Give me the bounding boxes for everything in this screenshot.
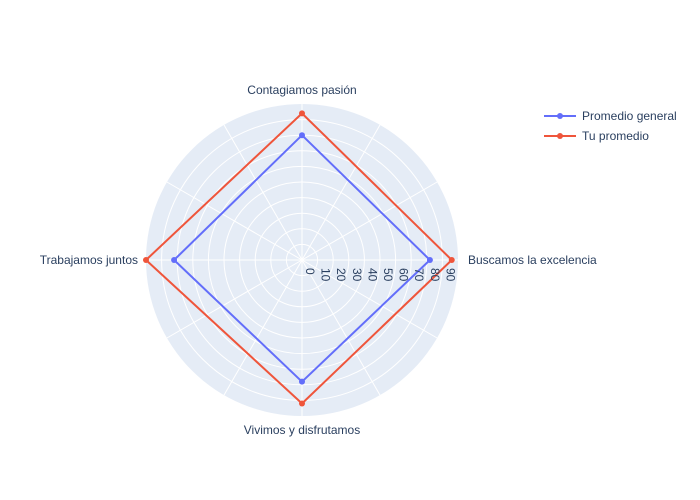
angular-gridlines bbox=[146, 104, 458, 416]
data-point-0-2[interactable] bbox=[171, 257, 178, 263]
legend: Promedio general Tu promedio bbox=[542, 106, 677, 146]
radial-tick-label: 40 bbox=[365, 268, 379, 282]
radial-tick-label: 20 bbox=[334, 268, 348, 282]
data-point-1-1[interactable] bbox=[299, 400, 305, 407]
radial-tick-labels: 0 10 20 30 40 50 60 70 80 90 bbox=[303, 268, 457, 282]
radial-tick-label: 70 bbox=[412, 268, 426, 282]
category-label: Trabajamos juntos bbox=[40, 253, 138, 267]
radial-tick-label: 90 bbox=[443, 268, 457, 282]
data-point-1-3[interactable] bbox=[299, 110, 305, 117]
angular-gridline bbox=[223, 124, 303, 261]
angular-gridline bbox=[166, 259, 303, 339]
angular-gridline bbox=[301, 181, 438, 261]
angular-gridline bbox=[301, 259, 381, 396]
legend-item[interactable]: Promedio general bbox=[542, 106, 677, 126]
series-layer bbox=[143, 110, 455, 407]
angular-gridline bbox=[301, 259, 438, 339]
data-point-1-0[interactable] bbox=[448, 257, 455, 263]
data-point-1-2[interactable] bbox=[143, 257, 149, 263]
data-point-0-1[interactable] bbox=[299, 378, 305, 385]
data-point-0-0[interactable] bbox=[426, 257, 433, 263]
radial-tick-label: 60 bbox=[397, 268, 411, 282]
category-label: Vivimos y disfrutamos bbox=[244, 423, 360, 437]
legend-swatch bbox=[544, 113, 576, 119]
angular-gridline bbox=[223, 259, 303, 396]
data-point-0-3[interactable] bbox=[299, 132, 305, 139]
category-label: Buscamos la excelencia bbox=[468, 253, 597, 267]
legend-label: Tu promedio bbox=[582, 129, 649, 143]
legend-item[interactable]: Tu promedio bbox=[542, 126, 677, 146]
radial-tick-label: 0 bbox=[303, 268, 317, 275]
angular-gridline bbox=[301, 124, 381, 261]
legend-swatch bbox=[544, 133, 576, 139]
category-label: Contagiamos pasión bbox=[247, 83, 356, 97]
radial-tick-label: 50 bbox=[381, 268, 395, 282]
category-labels: Buscamos la excelencia Contagiamos pasión… bbox=[40, 83, 597, 437]
radial-tick-label: 10 bbox=[319, 268, 333, 282]
radial-tick-label: 30 bbox=[350, 268, 364, 282]
angular-gridline bbox=[166, 181, 303, 261]
legend-label: Promedio general bbox=[582, 109, 677, 123]
radial-tick-label: 80 bbox=[428, 268, 442, 282]
